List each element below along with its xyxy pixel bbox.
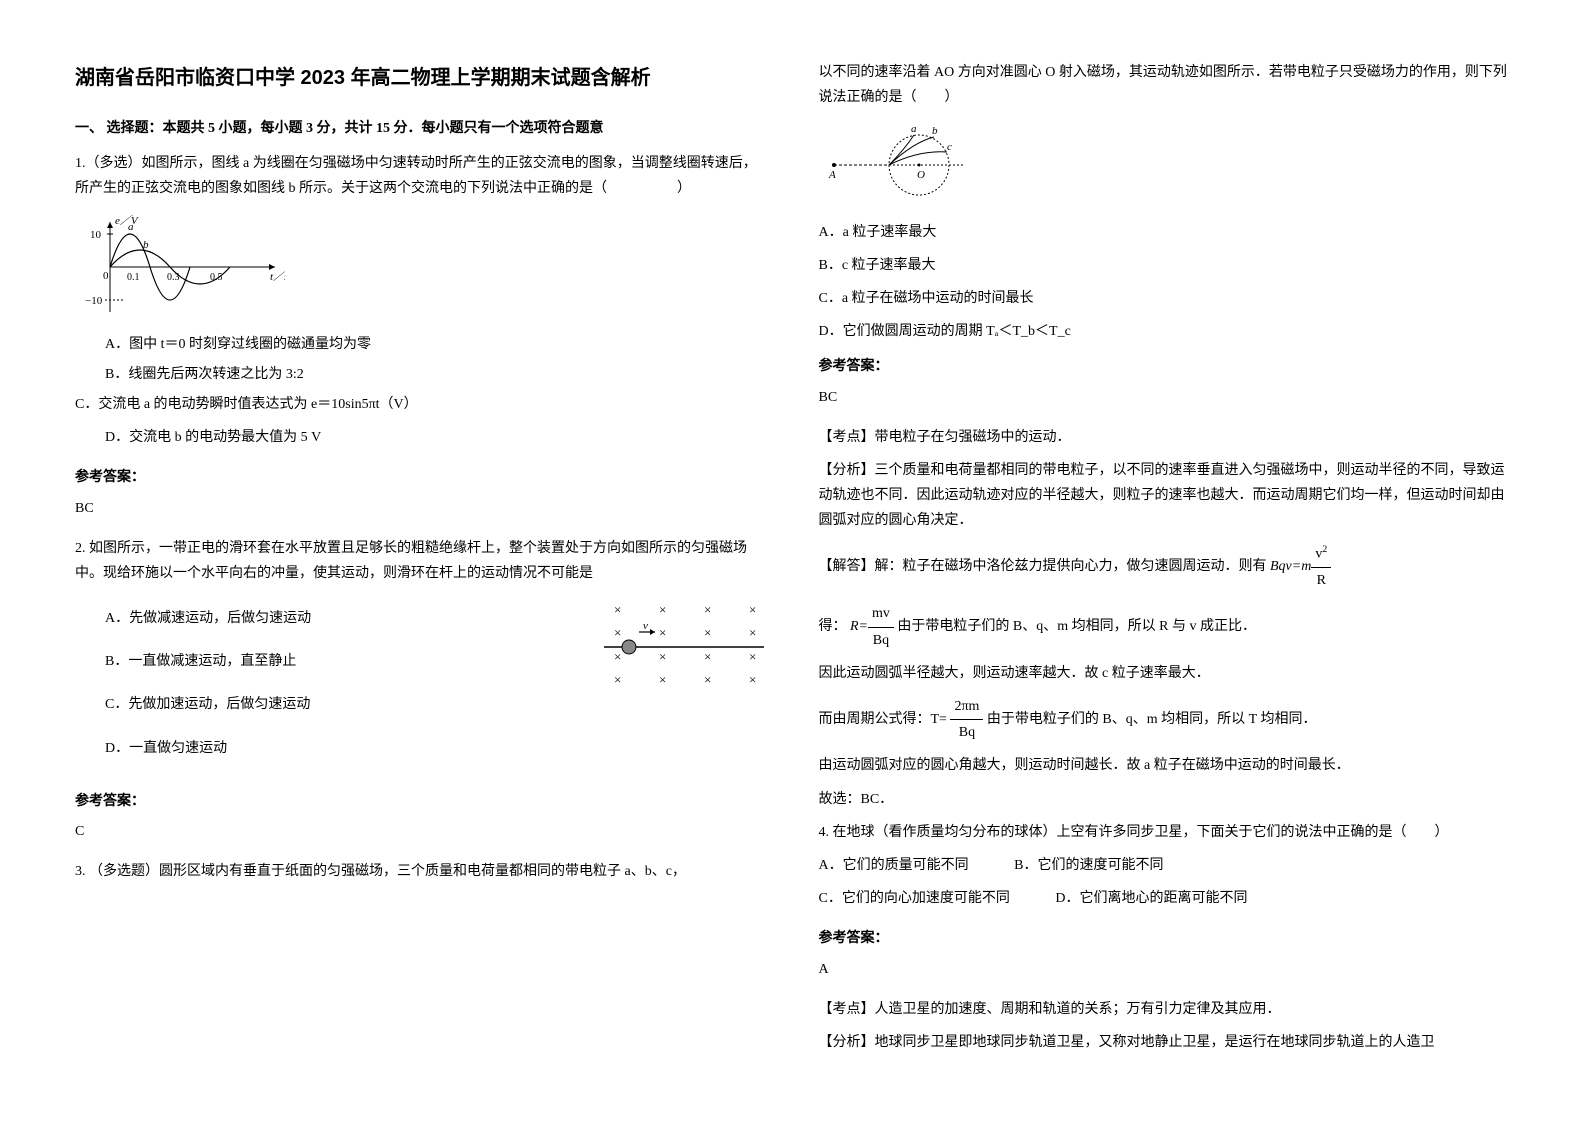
q4-analysis-point: 【考点】人造卫星的加速度、周期和轨道的关系；万有引力定律及其应用． bbox=[819, 997, 1513, 1022]
svg-text:A: A bbox=[828, 169, 836, 181]
svg-text:×: × bbox=[749, 672, 756, 687]
q3-solve-intro-text: 【解答】解：粒子在磁场中洛伦兹力提供向心力，做匀速圆周运动．则有 bbox=[819, 560, 1267, 575]
svg-text:×: × bbox=[659, 602, 666, 617]
q3-solve-end: 故选：BC． bbox=[819, 787, 1513, 812]
q1-answer: BC bbox=[75, 496, 769, 521]
q3-answer: BC bbox=[819, 385, 1513, 410]
question-2: 2. 如图所示，一带正电的滑环套在水平放置且足够长的粗糙绝缘杆上，整个装置处于方… bbox=[75, 536, 769, 761]
svg-text:a: a bbox=[911, 123, 917, 135]
q1-option-a: A．图中 t＝0 时刻穿过线圈的磁通量均为零 bbox=[105, 332, 769, 357]
answer-label-2: 参考答案： bbox=[75, 789, 769, 814]
q3-option-a: A．a 粒子速率最大 bbox=[819, 220, 1513, 245]
svg-text:×: × bbox=[614, 602, 621, 617]
q1-option-b: B．线圈先后两次转速之比为 3:2 bbox=[105, 362, 769, 387]
q4-stem: 4. 在地球（看作质量均匀分布的球体）上空有许多同步卫星，下面关于它们的说法中正… bbox=[819, 820, 1513, 845]
svg-text:0.3: 0.3 bbox=[167, 272, 180, 283]
q2-option-d: D．一直做匀速运动 bbox=[105, 736, 769, 761]
svg-text:×: × bbox=[614, 672, 621, 687]
q1-option-c: C．交流电 a 的电动势瞬时值表达式为 e＝10sin5πt（V） bbox=[75, 392, 769, 417]
q4-option-c: C．它们的向心加速度可能不同 bbox=[819, 891, 1010, 906]
q1-graph: e／V t／s 10 −10 0.1 0.3 0.5 0 a b bbox=[85, 212, 285, 322]
svg-text:×: × bbox=[704, 672, 711, 687]
svg-text:×: × bbox=[704, 602, 711, 617]
svg-text:c: c bbox=[947, 141, 952, 153]
svg-text:×: × bbox=[659, 625, 666, 640]
svg-text:0.1: 0.1 bbox=[127, 272, 140, 283]
answer-label-3: 参考答案： bbox=[819, 354, 1513, 379]
q3-fraction-2: mvBq bbox=[868, 601, 894, 652]
svg-text:×: × bbox=[704, 649, 711, 664]
document-title: 湖南省岳阳市临资口中学 2023 年高二物理上学期期末试题含解析 bbox=[75, 60, 769, 96]
q3-solve-line2: 因此运动圆弧半径越大，则运动速率越大．故 c 粒子速率最大． bbox=[819, 661, 1513, 686]
q4-options-cd: C．它们的向心加速度可能不同 D．它们离地心的距离可能不同 bbox=[819, 886, 1513, 911]
q4-analysis-text: 【分析】地球同步卫星即地球同步轨道卫星，又称对地静止卫星，是运行在地球同步轨道上… bbox=[819, 1030, 1513, 1055]
q3-formula-1: Bqv=m bbox=[1270, 560, 1311, 575]
svg-text:e／V: e／V bbox=[115, 214, 139, 227]
q1-option-d: D．交流电 b 的电动势最大值为 5 V bbox=[105, 425, 769, 450]
svg-text:O: O bbox=[917, 169, 925, 181]
svg-text:×: × bbox=[749, 625, 756, 640]
svg-text:a: a bbox=[128, 221, 134, 233]
section-heading: 一、 选择题：本题共 5 小题，每小题 3 分，共计 15 分．每小题只有一个选… bbox=[75, 116, 769, 141]
q3-stem-part1: 3. （多选题）圆形区域内有垂直于纸面的匀强磁场，三个质量和电荷量都相同的带电粒… bbox=[75, 859, 769, 884]
q2-stem: 2. 如图所示，一带正电的滑环套在水平放置且足够长的粗糙绝缘杆上，整个装置处于方… bbox=[75, 536, 769, 586]
question-1: 1.（多选）如图所示，图线 a 为线圈在匀强磁场中匀速转动时所产生的正弦交流电的… bbox=[75, 151, 769, 450]
svg-text:×: × bbox=[614, 649, 621, 664]
svg-text:×: × bbox=[749, 649, 756, 664]
q3-solve-line3: 而由周期公式得：T= 2πmBq 由于带电粒子们的 B、q、m 均相同，所以 T… bbox=[819, 694, 1513, 745]
svg-text:×: × bbox=[704, 625, 711, 640]
q3-fraction-3: 2πmBq bbox=[950, 694, 983, 745]
q3-solve-line3-end: 由于带电粒子们的 B、q、m 均相同，所以 T 均相同． bbox=[987, 712, 1317, 727]
q1-stem: 1.（多选）如图所示，图线 a 为线圈在匀强磁场中匀速转动时所产生的正弦交流电的… bbox=[75, 151, 769, 201]
q3-diagram: A O a b c bbox=[819, 120, 1513, 209]
answer-label-4: 参考答案： bbox=[819, 926, 1513, 951]
q3-solve-line1-start: 得： bbox=[819, 619, 847, 634]
svg-text:×: × bbox=[659, 649, 666, 664]
svg-text:t／s: t／s bbox=[270, 270, 285, 283]
q3-option-b: B．c 粒子速率最大 bbox=[819, 253, 1513, 278]
q3-analysis-point: 【考点】带电粒子在匀强磁场中的运动． bbox=[819, 425, 1513, 450]
svg-text:0: 0 bbox=[103, 270, 109, 282]
svg-text:v: v bbox=[643, 620, 648, 632]
q4-answer: A bbox=[819, 957, 1513, 982]
q2-answer: C bbox=[75, 819, 769, 844]
answer-label-1: 参考答案： bbox=[75, 465, 769, 490]
q3-solve-line4: 由运动圆弧对应的圆心角越大，则运动时间越长．故 a 粒子在磁场中运动的时间最长． bbox=[819, 753, 1513, 778]
q3-fraction-1: v2R bbox=[1311, 541, 1331, 593]
svg-text:b: b bbox=[143, 239, 149, 251]
svg-text:b: b bbox=[932, 125, 938, 137]
svg-text:×: × bbox=[659, 672, 666, 687]
right-column: 以不同的速率沿着 AO 方向对准圆心 O 射入磁场，其运动轨迹如图所示．若带电粒… bbox=[794, 60, 1538, 1063]
q3-option-d: D．它们做圆周运动的周期 Tₐ＜T_b＜T_c bbox=[819, 319, 1513, 344]
q4-options-ab: A．它们的质量可能不同 B．它们的速度可能不同 bbox=[819, 853, 1513, 878]
q3-solve-line3-start: 而由周期公式得：T= bbox=[819, 712, 951, 727]
q3-solve-line1: 得： R=mvBq 由于带电粒子们的 B、q、m 均相同，所以 R 与 v 成正… bbox=[819, 601, 1513, 652]
q3-solve-line1-end: 由于带电粒子们的 B、q、m 均相同，所以 R 与 v 成正比． bbox=[897, 619, 1256, 634]
q4-option-d: D．它们离地心的距离可能不同 bbox=[1055, 891, 1247, 906]
question-4: 4. 在地球（看作质量均匀分布的球体）上空有许多同步卫星，下面关于它们的说法中正… bbox=[819, 820, 1513, 912]
q3-analysis-text: 【分析】三个质量和电荷量都相同的带电粒子，以不同的速率垂直进入匀强磁场中，则运动… bbox=[819, 458, 1513, 534]
q4-option-b: B．它们的速度可能不同 bbox=[1014, 858, 1163, 873]
q3-stem-part2: 以不同的速率沿着 AO 方向对准圆心 O 射入磁场，其运动轨迹如图所示．若带电粒… bbox=[819, 60, 1513, 110]
q3-solve-intro: 【解答】解：粒子在磁场中洛伦兹力提供向心力，做匀速圆周运动．则有 Bqv=mv2… bbox=[819, 541, 1513, 593]
svg-text:−10: −10 bbox=[85, 295, 103, 307]
q3-option-c: C．a 粒子在磁场中运动的时间最长 bbox=[819, 286, 1513, 311]
q3-formula-2: R= bbox=[850, 619, 868, 634]
svg-text:×: × bbox=[749, 602, 756, 617]
q4-option-a: A．它们的质量可能不同 bbox=[819, 858, 969, 873]
svg-text:×: × bbox=[614, 625, 621, 640]
left-column: 湖南省岳阳市临资口中学 2023 年高二物理上学期期末试题含解析 一、 选择题：… bbox=[50, 60, 794, 1063]
svg-text:10: 10 bbox=[90, 229, 102, 241]
q2-diagram: × × × × × × × × v × × × × × × × × bbox=[599, 599, 769, 698]
